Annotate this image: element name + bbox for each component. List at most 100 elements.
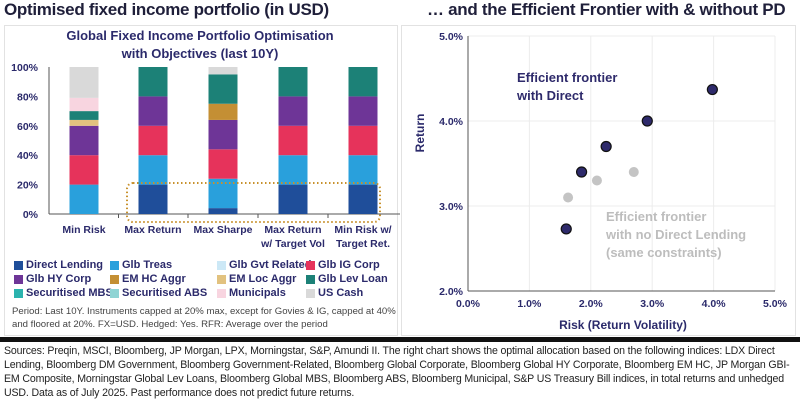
series-annotation-no-direct-lending: (same constraints) bbox=[606, 245, 722, 260]
series-annotation-no-direct-lending: with no Direct Lending bbox=[605, 227, 746, 242]
bar-segment-em-hc-aggr bbox=[208, 103, 238, 120]
category-label: Max Sharpe bbox=[194, 224, 253, 236]
x-tick-label: 3.0% bbox=[640, 298, 665, 310]
point-with-direct bbox=[560, 223, 572, 235]
legend-item: Securitised MBS bbox=[14, 287, 113, 299]
bar-segment-glb-ig-corp bbox=[348, 125, 378, 156]
legend-item: Glb Gvt Related bbox=[217, 259, 312, 271]
divider-bar bbox=[0, 337, 800, 342]
point-with-direct bbox=[706, 83, 718, 96]
bar-segment-glb-hy-corp bbox=[138, 96, 168, 126]
point-with-direct bbox=[641, 115, 653, 127]
y-tick-label: 80% bbox=[17, 91, 39, 103]
legend-swatch bbox=[110, 288, 119, 298]
legend-swatch bbox=[14, 274, 23, 284]
bar-segment-glb-lev-loan bbox=[69, 111, 99, 120]
point-no-direct-lending bbox=[563, 192, 574, 203]
legend-label: Municipals bbox=[229, 287, 286, 299]
x-tick-label: 4.0% bbox=[702, 298, 727, 310]
left-panel-title: Optimised fixed income portfolio (in USD… bbox=[4, 0, 329, 19]
legend-swatch bbox=[110, 274, 119, 284]
x-tick-label: 0.0% bbox=[456, 298, 481, 310]
category-label: Min Risk bbox=[62, 224, 105, 236]
legend-item: Municipals bbox=[217, 287, 286, 299]
bar-segment-glb-lev-loan bbox=[138, 67, 168, 97]
y-tick-label: 0% bbox=[23, 209, 39, 221]
bar-segment-glb-ig-corp bbox=[208, 149, 238, 179]
bar-segment-direct-lending bbox=[138, 184, 168, 214]
series-annotation-with-direct: Efficient frontier bbox=[517, 70, 617, 85]
legend-item: Glb Lev Loan bbox=[306, 273, 388, 285]
scatter-chart-panel bbox=[401, 25, 796, 336]
legend-label: Glb Treas bbox=[122, 259, 173, 271]
bar-segment-us-cash bbox=[69, 67, 99, 98]
legend-swatch bbox=[217, 274, 226, 284]
legend-label: Securitised MBS bbox=[26, 287, 113, 299]
bar-segment-glb-hy-corp bbox=[348, 96, 378, 126]
bar-segment-glb-treas bbox=[138, 155, 168, 185]
chart-note: Period: Last 10Y. Instruments capped at … bbox=[12, 306, 396, 330]
bar-segment-glb-ig-corp bbox=[138, 125, 168, 156]
legend-label: Glb Lev Loan bbox=[318, 273, 388, 285]
y-tick-label: 100% bbox=[11, 62, 39, 74]
category-label: Target Ret. bbox=[336, 238, 390, 250]
bar-segment-glb-hy-corp bbox=[278, 96, 308, 126]
bar-segment-glb-lev-loan bbox=[348, 67, 378, 97]
category-label: Max Return bbox=[124, 224, 181, 236]
point-no-direct-lending bbox=[591, 175, 602, 186]
bar-segment-glb-lev-loan bbox=[278, 67, 308, 97]
legend-swatch bbox=[306, 260, 315, 270]
y-tick-label: 20% bbox=[17, 180, 39, 192]
category-label: Max Return bbox=[264, 224, 321, 236]
legend-label: Direct Lending bbox=[26, 259, 104, 271]
legend-swatch bbox=[217, 260, 226, 270]
bar-segment-glb-ig-corp bbox=[69, 155, 99, 185]
bar-segment-us-cash bbox=[208, 67, 238, 75]
y-tick-label: 5.0% bbox=[439, 31, 464, 43]
charts-canvas: Global Fixed Income Portfolio Optimisati… bbox=[11, 28, 788, 332]
legend-label: EM HC Aggr bbox=[122, 273, 186, 285]
point-no-direct-lending bbox=[628, 167, 639, 177]
bar-segment-direct-lending bbox=[278, 184, 308, 214]
bar-segment-glb-treas bbox=[278, 155, 308, 185]
right-panel-title: … and the Efficient Frontier with & with… bbox=[427, 0, 786, 19]
legend-swatch bbox=[110, 260, 119, 270]
x-tick-label: 5.0% bbox=[763, 298, 788, 310]
legend-item: Glb IG Corp bbox=[306, 259, 380, 271]
bar-chart-title: Global Fixed Income Portfolio Optimisati… bbox=[66, 28, 333, 43]
legend-label: Glb IG Corp bbox=[318, 259, 380, 271]
category-label: w/ Target Vol bbox=[260, 238, 325, 250]
legend-label: Glb HY Corp bbox=[26, 273, 92, 285]
bar-segment-glb-treas bbox=[348, 155, 378, 185]
bar-segment-direct-lending bbox=[348, 184, 378, 214]
point-with-direct bbox=[600, 140, 612, 153]
legend-item: Glb Treas bbox=[110, 259, 172, 271]
y-tick-label: 3.0% bbox=[439, 201, 464, 213]
legend-swatch bbox=[306, 288, 315, 298]
legend-label: EM Loc Aggr bbox=[229, 273, 297, 285]
legend-item: US Cash bbox=[306, 287, 363, 299]
bar-segment-glb-lev-loan bbox=[208, 74, 238, 104]
legend-item: Direct Lending bbox=[14, 259, 103, 271]
legend-item: Glb HY Corp bbox=[14, 273, 91, 285]
x-tick-label: 1.0% bbox=[517, 298, 542, 310]
category-label: Min Risk w/ bbox=[334, 224, 391, 236]
y-axis-label: Return bbox=[413, 114, 427, 153]
point-with-direct bbox=[575, 166, 588, 178]
y-tick-label: 60% bbox=[17, 121, 39, 133]
bar-segment-glb-treas bbox=[69, 184, 99, 214]
bar-chart-title: with Objectives (last 10Y) bbox=[121, 46, 279, 61]
y-tick-label: 4.0% bbox=[439, 116, 464, 128]
bar-segment-glb-ig-corp bbox=[278, 125, 308, 156]
legend-label: Securitised ABS bbox=[122, 287, 208, 299]
legend-swatch bbox=[306, 274, 315, 284]
legend-item: EM HC Aggr bbox=[110, 273, 186, 285]
bar-segment-municipals bbox=[69, 97, 99, 112]
legend-label: US Cash bbox=[318, 287, 364, 299]
y-tick-label: 2.0% bbox=[439, 286, 464, 298]
bar-segment-glb-hy-corp bbox=[208, 119, 238, 150]
x-tick-label: 2.0% bbox=[579, 298, 604, 310]
legend-item: EM Loc Aggr bbox=[217, 273, 296, 285]
series-annotation-no-direct-lending: Efficient frontier bbox=[606, 209, 706, 224]
x-axis-label: Risk (Return Volatility) bbox=[559, 318, 687, 332]
